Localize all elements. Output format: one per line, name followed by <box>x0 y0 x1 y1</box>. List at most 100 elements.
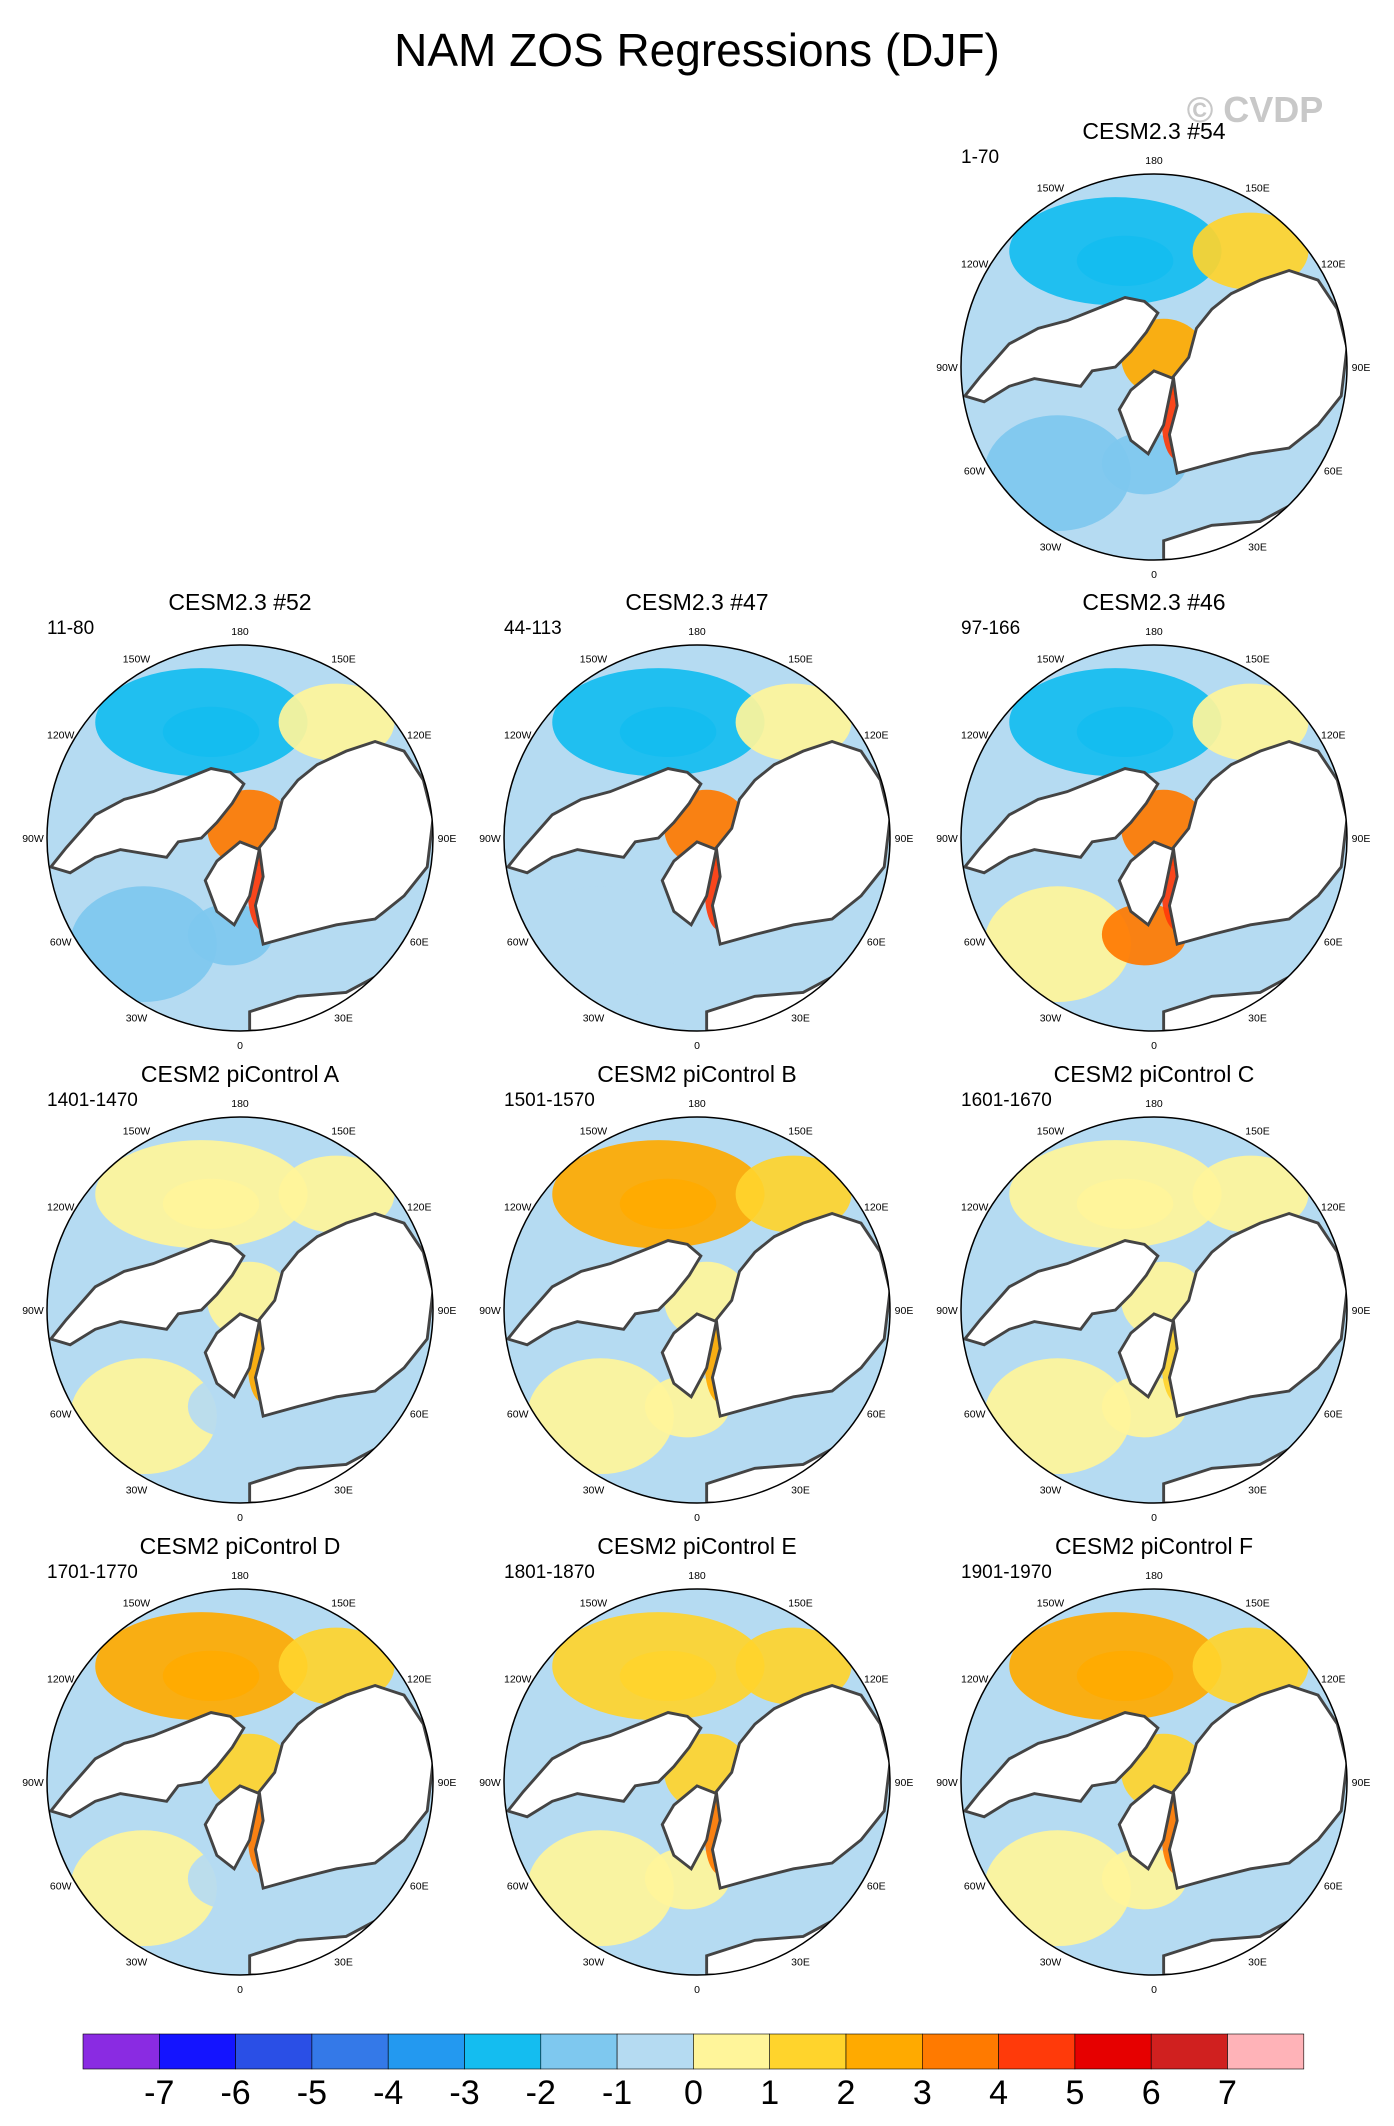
panel-title: CESM2 piControl A <box>141 1061 340 1087</box>
panel-period: 44-113 <box>504 618 562 639</box>
longitude-label: 60E <box>867 1881 886 1893</box>
land-mask <box>253 1683 433 1890</box>
land-mask <box>962 1711 1160 1819</box>
longitude-label: 120W <box>961 259 989 271</box>
longitude-label: 0 <box>237 1040 243 1052</box>
longitude-label: 0 <box>694 1040 700 1052</box>
land-mask <box>962 767 1160 875</box>
anomaly-region <box>187 1847 273 1910</box>
longitude-label: 90E <box>1352 833 1371 845</box>
land-mask <box>1167 268 1347 475</box>
panel-title: CESM2.3 #47 <box>625 589 768 615</box>
longitude-label: 90E <box>438 833 457 845</box>
longitude-label: 60E <box>867 937 886 949</box>
longitude-label: 150E <box>331 1126 356 1138</box>
anomaly-region <box>1192 212 1309 290</box>
map-boundary <box>960 1116 1348 1504</box>
longitude-label: 120E <box>864 1202 889 1214</box>
map-field <box>961 645 1347 1031</box>
longitude-label: 150W <box>123 1598 151 1610</box>
longitude-label: 180 <box>231 1570 249 1582</box>
map-field <box>504 1117 890 1503</box>
longitude-label: 120E <box>1321 1202 1346 1214</box>
longitude-label: 30W <box>1040 1012 1062 1024</box>
longitude-label: 90W <box>936 1777 958 1789</box>
anomaly-region <box>735 1627 852 1705</box>
map-boundary <box>503 1116 891 1504</box>
map-boundary <box>46 1116 434 1504</box>
longitude-label: 120W <box>47 1674 75 1686</box>
longitude-label: 180 <box>231 1098 249 1110</box>
longitude-label: 90W <box>479 1777 501 1789</box>
longitude-label: 150W <box>580 1598 608 1610</box>
colorbar-swatch <box>616 2033 694 2070</box>
colorbar-swatch <box>311 2033 389 2070</box>
panel: 180 150E 120E 90E 60E 30E 0 30W 60W 90W 120W 150W CE… <box>22 589 456 1052</box>
map-field <box>504 645 890 1031</box>
longitude-label: 30W <box>583 1012 605 1024</box>
panel-title: CESM2 piControl D <box>140 1533 341 1559</box>
longitude-label: 120W <box>47 1202 75 1214</box>
longitude-label: 180 <box>1145 1570 1163 1582</box>
longitude-label: 30E <box>791 1484 810 1496</box>
longitude-label: 0 <box>1151 569 1157 581</box>
longitude-label: 120E <box>1321 1674 1346 1686</box>
colorbar-tick-label: -1 <box>602 2074 632 2112</box>
panel: 180 150E 120E 90E 60E 30E 0 30W 60W 90W 120W 150W CE… <box>479 1061 913 1524</box>
colorbar-tick-label: 5 <box>1065 2074 1084 2112</box>
land-mask <box>48 1711 246 1819</box>
longitude-label: 0 <box>1151 1040 1157 1052</box>
colorbar-swatch <box>1227 2033 1305 2070</box>
longitude-label: 90E <box>895 833 914 845</box>
land-mask <box>253 739 433 946</box>
longitude-label: 90W <box>22 833 44 845</box>
panel-title: CESM2 piControl C <box>1054 1061 1255 1087</box>
land-mask <box>710 1211 890 1418</box>
panel-title: CESM2 piControl B <box>597 1061 796 1087</box>
longitude-label: 90E <box>438 1305 457 1317</box>
longitude-label: 120W <box>47 730 75 742</box>
longitude-label: 90W <box>936 833 958 845</box>
colorbar-tick-label: 6 <box>1142 2074 1161 2112</box>
longitude-label: 30E <box>791 1012 810 1024</box>
longitude-label: 150W <box>1037 183 1065 195</box>
colorbar-tick-label: 0 <box>684 2074 703 2112</box>
panel-period: 1501-1570 <box>504 1090 595 1111</box>
colorbar-swatch <box>464 2033 542 2070</box>
longitude-label: 150E <box>788 1126 813 1138</box>
map-field <box>47 645 433 1031</box>
land-mask <box>48 1239 246 1347</box>
panel: 180 150E 120E 90E 60E 30E 0 30W 60W 90W 120W 150W CE… <box>936 1061 1370 1524</box>
longitude-label: 90E <box>1352 1777 1371 1789</box>
panel-title: CESM2.3 #46 <box>1082 589 1225 615</box>
anomaly-region <box>162 1178 260 1229</box>
longitude-label: 150E <box>788 1598 813 1610</box>
land-mask <box>1167 1683 1347 1890</box>
anomaly-region <box>735 683 852 761</box>
land-mask <box>660 1784 718 1872</box>
longitude-label: 120E <box>1321 730 1346 742</box>
longitude-label: 0 <box>694 1984 700 1996</box>
longitude-label: 0 <box>237 1512 243 1524</box>
longitude-label: 180 <box>1145 626 1163 638</box>
anomaly-region <box>1192 1627 1309 1705</box>
longitude-label: 30W <box>1040 1956 1062 1968</box>
longitude-label: 180 <box>688 1098 706 1110</box>
map-boundary <box>960 173 1348 561</box>
anomaly-region <box>278 1155 395 1233</box>
colorbar-swatch <box>769 2033 847 2070</box>
anomaly-region <box>162 1650 260 1701</box>
anomaly-region <box>619 1178 717 1229</box>
colorbar-swatch <box>693 2033 771 2070</box>
colorbar-swatch <box>998 2033 1076 2070</box>
map-boundary <box>503 1588 891 1976</box>
anomaly-region <box>984 415 1131 532</box>
map-boundary <box>960 644 1348 1032</box>
longitude-label: 0 <box>237 1984 243 1996</box>
longitude-label: 30E <box>1248 1956 1267 1968</box>
longitude-label: 0 <box>1151 1984 1157 1996</box>
longitude-label: 30W <box>126 1012 148 1024</box>
longitude-label: 60W <box>964 1881 986 1893</box>
panel-period: 11-80 <box>47 618 94 639</box>
